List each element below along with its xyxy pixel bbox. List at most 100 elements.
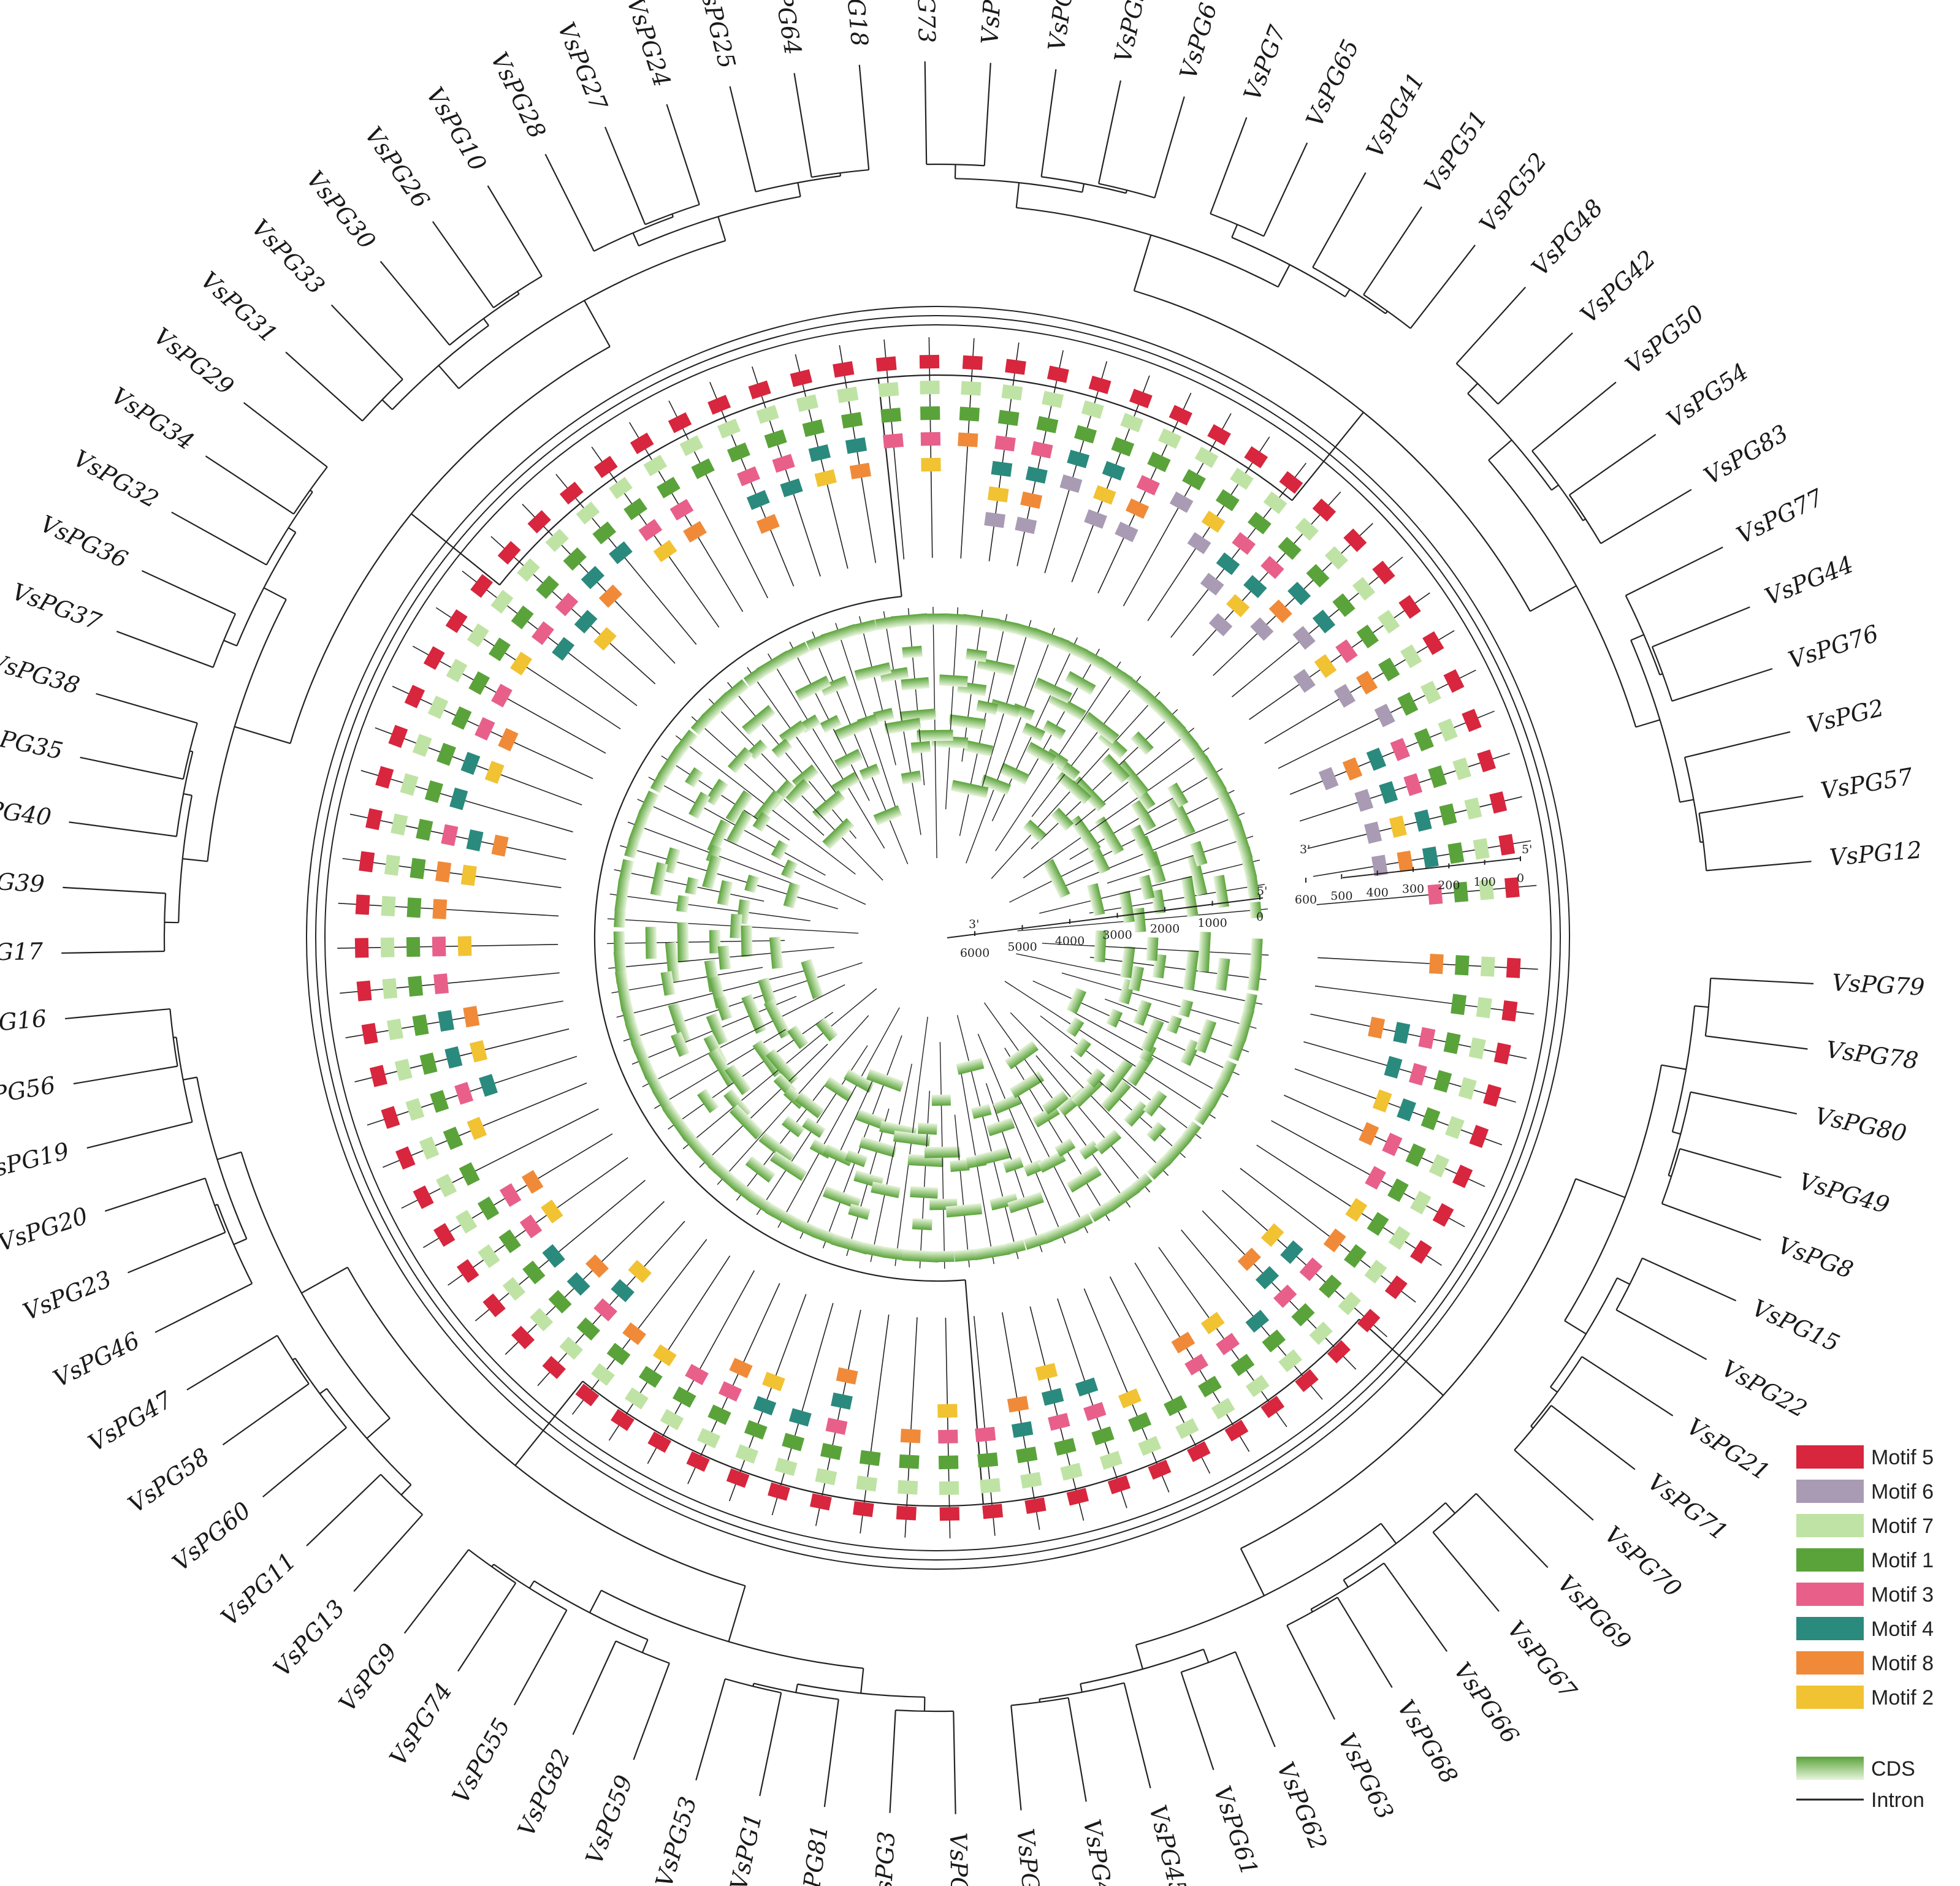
motif-box bbox=[1232, 532, 1256, 555]
motif-box bbox=[780, 478, 803, 498]
tree-arc bbox=[895, 1709, 954, 1713]
tree-branch bbox=[983, 63, 991, 166]
tree-branch bbox=[205, 455, 294, 515]
tree-branch bbox=[604, 126, 646, 225]
cds-box bbox=[831, 1233, 869, 1255]
motif-line bbox=[709, 382, 795, 587]
motif-box bbox=[1312, 609, 1336, 634]
gene-label: VsPG41 bbox=[1361, 68, 1430, 162]
tree-branch bbox=[263, 587, 287, 600]
motif-box bbox=[1262, 1329, 1286, 1353]
motif-box bbox=[898, 1480, 918, 1495]
cds-box bbox=[1213, 875, 1229, 908]
tree-arc bbox=[1432, 1492, 1477, 1533]
motif-box bbox=[1092, 485, 1116, 505]
motif-box bbox=[660, 1409, 684, 1431]
cds-box bbox=[769, 1151, 807, 1181]
tree-branch bbox=[487, 185, 543, 277]
motif-box bbox=[1226, 594, 1250, 617]
motif-box bbox=[1091, 1426, 1115, 1446]
tree-branch bbox=[1694, 1005, 1709, 1008]
motif-box bbox=[729, 1358, 753, 1378]
motif-box bbox=[1418, 1027, 1436, 1049]
gene-label: VsPG39 bbox=[0, 865, 45, 898]
cds-box bbox=[709, 930, 721, 954]
motif-box bbox=[491, 834, 509, 857]
motif-box bbox=[1157, 428, 1182, 449]
motif-box bbox=[991, 460, 1013, 477]
motif-box bbox=[1020, 491, 1043, 509]
motif-box bbox=[1438, 718, 1458, 742]
cds-box bbox=[971, 1103, 992, 1119]
cds-box bbox=[820, 675, 850, 696]
motif-box bbox=[686, 1451, 710, 1472]
gene-label: VsPG67 bbox=[1502, 1616, 1582, 1705]
gene-label: VsPG5 bbox=[1109, 0, 1151, 65]
tree-branch bbox=[1231, 224, 1238, 238]
gene-label: VsPG40 bbox=[0, 792, 53, 831]
tree-arc bbox=[1135, 1523, 1382, 1646]
motif-box bbox=[772, 454, 795, 473]
gene-label: VsPG55 bbox=[447, 1714, 516, 1808]
legend-swatch-motif6 bbox=[1796, 1480, 1864, 1503]
intron-line bbox=[607, 940, 785, 945]
cds-box bbox=[1086, 883, 1105, 916]
tree-branch bbox=[186, 1334, 278, 1391]
cds-box bbox=[730, 914, 742, 938]
tree-arc bbox=[811, 169, 869, 178]
cds-box bbox=[1205, 1074, 1230, 1109]
gene-label: VsPG7 bbox=[1238, 21, 1291, 104]
gene-label: VsPG32 bbox=[69, 444, 164, 513]
cds-box bbox=[948, 714, 986, 731]
tree-branch bbox=[1240, 1548, 1265, 1596]
tree-branch bbox=[1672, 1131, 1681, 1135]
tree-branch bbox=[301, 1266, 348, 1294]
cds-box bbox=[630, 1039, 657, 1080]
tree-branch bbox=[285, 351, 363, 422]
tree-branch bbox=[1679, 1148, 1782, 1179]
tree-branch bbox=[1625, 546, 1723, 596]
motif-box bbox=[511, 605, 534, 629]
cds-box bbox=[820, 715, 842, 734]
cds-box bbox=[854, 662, 892, 682]
motif-box bbox=[802, 419, 825, 437]
tree-branch bbox=[403, 1549, 470, 1634]
tree-branch bbox=[1432, 1532, 1500, 1612]
motif-box bbox=[1007, 1396, 1029, 1413]
motif-line bbox=[1271, 1120, 1465, 1228]
tree-branch bbox=[1210, 117, 1248, 215]
motif-box bbox=[1102, 461, 1126, 481]
tree-branch bbox=[1488, 439, 1512, 461]
gene-label: VsPG73 bbox=[912, 0, 940, 43]
motif-box bbox=[1171, 1331, 1195, 1354]
cds-box bbox=[1178, 998, 1194, 1017]
cds-box bbox=[1007, 1192, 1044, 1214]
gene-label: VsPG78 bbox=[1825, 1036, 1920, 1074]
cds-box bbox=[1016, 623, 1039, 641]
gene-label: VsPG69 bbox=[1552, 1570, 1636, 1655]
cds-box bbox=[1066, 1165, 1102, 1193]
motif-box bbox=[443, 1127, 463, 1150]
cds-box bbox=[873, 805, 902, 826]
motif-box bbox=[1066, 1488, 1089, 1506]
cds-box bbox=[688, 791, 711, 819]
legend-intron-label: Intron bbox=[1871, 1789, 1924, 1812]
cds-box bbox=[1224, 804, 1243, 831]
motif-box bbox=[1409, 1190, 1432, 1215]
gene-label: VsPG12 bbox=[1828, 836, 1923, 871]
motif-box bbox=[919, 354, 940, 369]
gene-scale-end-right: 5' bbox=[1257, 884, 1267, 898]
cds-box bbox=[1187, 854, 1208, 896]
motif-line bbox=[342, 857, 562, 888]
gene-label: VsPG46 bbox=[49, 1327, 144, 1393]
motif-box bbox=[622, 1322, 646, 1345]
motif-box bbox=[444, 1046, 463, 1069]
motif-box bbox=[1324, 546, 1348, 570]
cds-box bbox=[657, 745, 686, 780]
motif-line bbox=[337, 944, 559, 949]
motif-box bbox=[1169, 405, 1192, 426]
motif-box bbox=[1429, 954, 1444, 975]
motif-line bbox=[591, 446, 720, 628]
tree-branch bbox=[1445, 1502, 1456, 1514]
motif-box bbox=[768, 1482, 790, 1501]
